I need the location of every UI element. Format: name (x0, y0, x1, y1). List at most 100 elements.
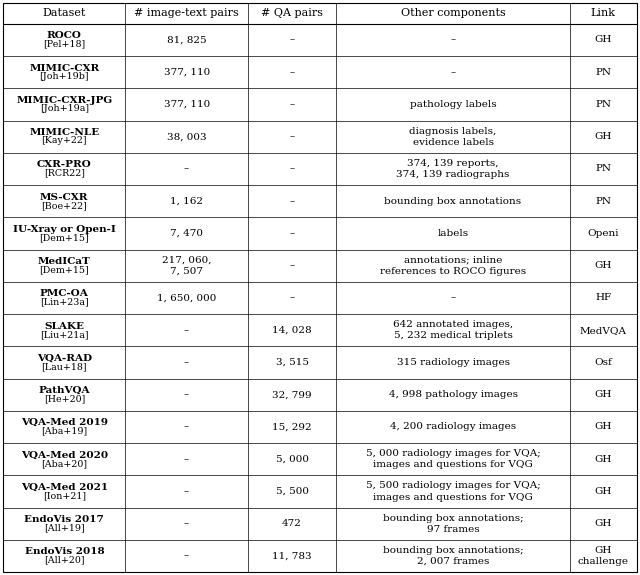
Text: –: – (289, 164, 295, 174)
Text: –: – (184, 423, 189, 431)
Text: [Dem+15]: [Dem+15] (40, 233, 89, 242)
Text: –: – (451, 68, 456, 76)
Text: 5, 500 radiology images for VQA;
images and questions for VQG: 5, 500 radiology images for VQA; images … (365, 481, 540, 501)
Text: –: – (184, 164, 189, 174)
Text: CXR-PRO: CXR-PRO (37, 160, 92, 169)
Text: PN: PN (595, 197, 611, 206)
Text: [Lau+18]: [Lau+18] (42, 362, 87, 371)
Text: VQA-RAD: VQA-RAD (36, 354, 92, 363)
Text: [All+20]: [All+20] (44, 555, 84, 565)
Text: –: – (289, 68, 295, 76)
Text: bounding box annotations: bounding box annotations (385, 197, 522, 206)
Text: 374, 139 reports,
374, 139 radiographs: 374, 139 reports, 374, 139 radiographs (396, 159, 509, 179)
Text: [Lin+23a]: [Lin+23a] (40, 298, 89, 306)
Text: ROCO: ROCO (47, 31, 82, 40)
Text: MedVQA: MedVQA (580, 325, 627, 335)
Text: –: – (451, 36, 456, 44)
Text: –: – (184, 487, 189, 496)
Text: [Aba+20]: [Aba+20] (41, 459, 88, 468)
Text: MIMIC-CXR-JPG: MIMIC-CXR-JPG (16, 96, 113, 105)
Text: 11, 783: 11, 783 (272, 551, 312, 561)
Text: 315 radiology images: 315 radiology images (397, 358, 509, 367)
Text: Openi: Openi (588, 229, 619, 238)
Text: GH: GH (595, 261, 612, 270)
Text: [Kay+22]: [Kay+22] (42, 136, 87, 145)
Text: GH: GH (595, 390, 612, 399)
Text: [Joh+19b]: [Joh+19b] (40, 72, 89, 81)
Text: 15, 292: 15, 292 (272, 423, 312, 431)
Text: GH: GH (595, 36, 612, 44)
Text: [All+19]: [All+19] (44, 523, 84, 532)
Text: labels: labels (438, 229, 468, 238)
Text: 14, 028: 14, 028 (272, 325, 312, 335)
Text: IU-Xray or Open-I: IU-Xray or Open-I (13, 225, 116, 234)
Text: GH: GH (595, 132, 612, 141)
Text: –: – (289, 197, 295, 206)
Text: PN: PN (595, 164, 611, 174)
Text: EndoVis 2018: EndoVis 2018 (24, 547, 104, 556)
Text: VQA-Med 2020: VQA-Med 2020 (20, 451, 108, 459)
Text: VQA-Med 2019: VQA-Med 2019 (21, 418, 108, 427)
Text: –: – (289, 36, 295, 44)
Text: 32, 799: 32, 799 (272, 390, 312, 399)
Text: [Joh+19a]: [Joh+19a] (40, 104, 89, 113)
Text: [Boe+22]: [Boe+22] (42, 201, 87, 210)
Text: EndoVis 2017: EndoVis 2017 (24, 515, 104, 524)
Text: Osf: Osf (595, 358, 612, 367)
Text: annotations; inline
references to ROCO figures: annotations; inline references to ROCO f… (380, 256, 526, 276)
Text: # image-text pairs: # image-text pairs (134, 9, 239, 18)
Text: [He+20]: [He+20] (44, 394, 85, 404)
Text: –: – (289, 229, 295, 238)
Text: 5, 500: 5, 500 (276, 487, 308, 496)
Text: 5, 000: 5, 000 (276, 455, 308, 464)
Text: [Aba+19]: [Aba+19] (41, 427, 88, 436)
Text: 81, 825: 81, 825 (167, 36, 207, 44)
Text: 4, 200 radiology images: 4, 200 radiology images (390, 423, 516, 431)
Text: –: – (184, 551, 189, 561)
Text: 1, 650, 000: 1, 650, 000 (157, 293, 216, 302)
Text: –: – (184, 325, 189, 335)
Text: 377, 110: 377, 110 (163, 100, 210, 109)
Text: [Ion+21]: [Ion+21] (43, 491, 86, 500)
Text: –: – (451, 293, 456, 302)
Text: MS-CXR: MS-CXR (40, 193, 88, 201)
Text: PathVQA: PathVQA (38, 386, 90, 395)
Text: 472: 472 (282, 519, 302, 528)
Text: Dataset: Dataset (43, 9, 86, 18)
Text: –: – (289, 293, 295, 302)
Text: MedICaT: MedICaT (38, 257, 91, 266)
Text: –: – (184, 519, 189, 528)
Text: GH: GH (595, 423, 612, 431)
Text: GH: GH (595, 487, 612, 496)
Text: [Pel+18]: [Pel+18] (44, 40, 86, 49)
Text: –: – (289, 261, 295, 270)
Text: 3, 515: 3, 515 (276, 358, 308, 367)
Text: SLAKE: SLAKE (44, 321, 84, 331)
Text: VQA-Med 2021: VQA-Med 2021 (20, 483, 108, 492)
Text: –: – (289, 100, 295, 109)
Text: PN: PN (595, 68, 611, 76)
Text: 1, 162: 1, 162 (170, 197, 203, 206)
Text: MIMIC-NLE: MIMIC-NLE (29, 128, 99, 137)
Text: diagnosis labels,
evidence labels: diagnosis labels, evidence labels (410, 126, 497, 147)
Text: GH: GH (595, 519, 612, 528)
Text: –: – (184, 455, 189, 464)
Text: GH: GH (595, 455, 612, 464)
Text: PMC-OA: PMC-OA (40, 289, 89, 298)
Text: bounding box annotations;
2, 007 frames: bounding box annotations; 2, 007 frames (383, 546, 524, 566)
Text: 642 annotated images,
5, 232 medical triplets: 642 annotated images, 5, 232 medical tri… (393, 320, 513, 340)
Text: 38, 003: 38, 003 (167, 132, 207, 141)
Text: GH
challenge: GH challenge (578, 546, 628, 566)
Text: 5, 000 radiology images for VQA;
images and questions for VQG: 5, 000 radiology images for VQA; images … (365, 449, 540, 469)
Text: # QA pairs: # QA pairs (261, 9, 323, 18)
Text: Other components: Other components (401, 9, 506, 18)
Text: pathology labels: pathology labels (410, 100, 497, 109)
Text: 7, 470: 7, 470 (170, 229, 203, 238)
Text: bounding box annotations;
97 frames: bounding box annotations; 97 frames (383, 513, 524, 534)
Text: [Liu+21a]: [Liu+21a] (40, 330, 89, 339)
Text: –: – (289, 132, 295, 141)
Text: –: – (184, 358, 189, 367)
Text: [RCR22]: [RCR22] (44, 168, 85, 178)
Text: PN: PN (595, 100, 611, 109)
Text: Link: Link (591, 9, 616, 18)
